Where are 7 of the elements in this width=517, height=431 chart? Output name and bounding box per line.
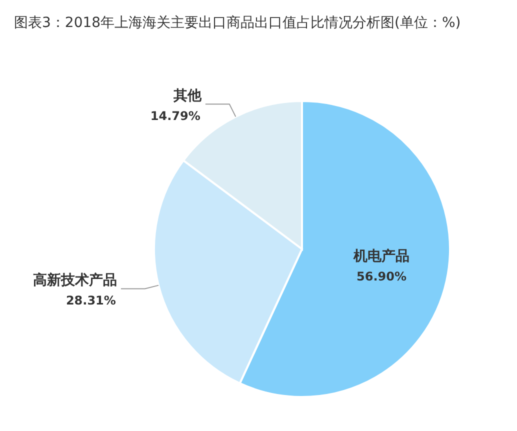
slice-label: 其他 xyxy=(172,88,202,104)
data-label: 28.31% xyxy=(66,294,116,308)
slice-label: 机电产品 xyxy=(352,248,410,265)
slice-label: 高新技术产品 xyxy=(32,272,117,289)
data-label: 56.90% xyxy=(356,270,406,284)
chart-title: 图表3：2018年上海海关主要出口商品出口值占比情况分析图(单位：%) xyxy=(13,14,462,33)
data-label: 14.79% xyxy=(150,109,200,124)
